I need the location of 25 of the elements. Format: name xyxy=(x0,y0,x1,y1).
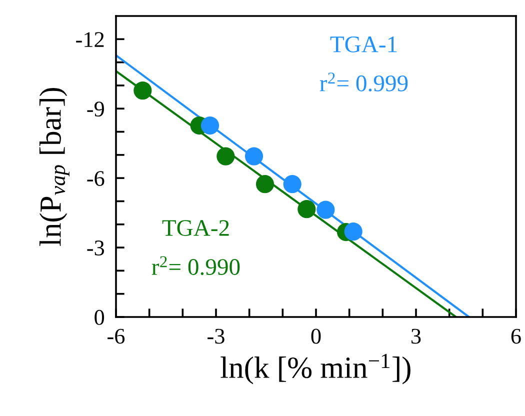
x-tick-label: -6 xyxy=(108,328,125,344)
point xyxy=(134,82,152,100)
y-axis-title: ln(P$_{vap}$ [bar]) xyxy=(39,88,70,246)
x-axis-title: ln(k [% min$^{−1}$]) xyxy=(220,354,410,384)
point xyxy=(244,147,264,166)
y-tick-label: -6 xyxy=(87,171,104,186)
y-tick-label: -12 xyxy=(76,32,104,47)
point xyxy=(316,200,335,219)
point xyxy=(298,200,316,218)
y-tick-label: -3 xyxy=(87,240,104,256)
x-tick-label: 6 xyxy=(511,328,521,344)
y-tick-label: -9 xyxy=(87,102,104,117)
series-label: TGA-2 xyxy=(162,220,229,236)
point xyxy=(256,175,274,194)
point xyxy=(344,222,362,241)
point xyxy=(283,175,302,194)
x-tick-label: -3 xyxy=(208,328,224,344)
annotation: r$^{2}$= 0.999 xyxy=(320,72,408,92)
annotation: r$^{2}$= 0.990 xyxy=(152,256,240,276)
y-tick-label: 0 xyxy=(94,310,104,325)
point xyxy=(200,116,220,135)
text: TGA-1 xyxy=(330,36,397,52)
x-tick-label: 0 xyxy=(311,328,321,344)
x-tick-label: 3 xyxy=(412,328,421,344)
point xyxy=(216,147,235,166)
